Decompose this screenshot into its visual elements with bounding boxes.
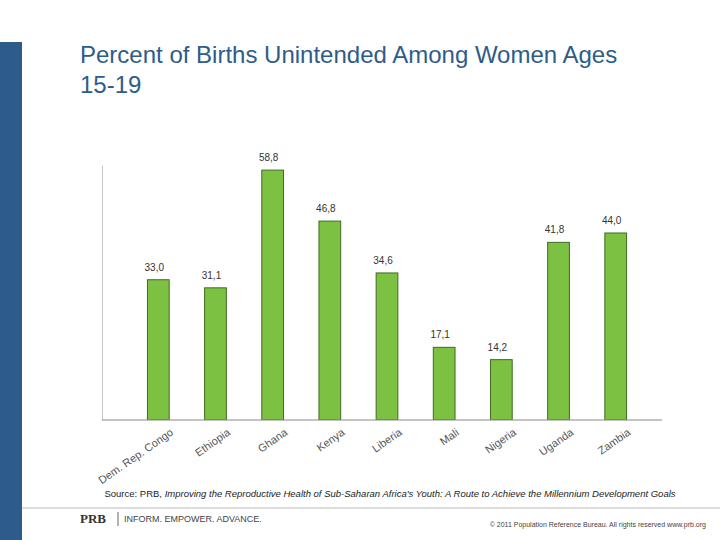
x-axis: Dem. Rep. Congo Ethiopia Ghana Kenya Liberia… bbox=[96, 420, 662, 486]
data-label: 14,2 bbox=[488, 342, 508, 353]
x-tick-label: Zambia bbox=[596, 425, 634, 456]
data-label: 44,0 bbox=[602, 215, 622, 226]
footer-logo: PRB bbox=[80, 511, 106, 526]
bar bbox=[605, 233, 627, 420]
bar bbox=[376, 273, 398, 420]
x-tick: Ghana bbox=[256, 420, 291, 455]
x-tick-label: Uganda bbox=[537, 425, 576, 457]
footer-separator bbox=[118, 512, 119, 526]
source: Source: PRB, Improving the Reproductive … bbox=[104, 488, 675, 499]
bar bbox=[147, 280, 169, 420]
x-tick-label: Mali bbox=[438, 426, 461, 447]
x-tick: Kenya bbox=[314, 420, 347, 454]
x-tick-label: Ethiopia bbox=[193, 425, 233, 458]
data-label: 46,8 bbox=[316, 203, 336, 214]
bars bbox=[147, 170, 626, 420]
x-tick: Liberia bbox=[370, 420, 405, 455]
data-label: 34,6 bbox=[373, 255, 393, 266]
data-label: 41,8 bbox=[545, 224, 565, 235]
data-labels: 33,0 31,1 58,8 46,8 34,6 17,1 14,2 41,8 44,0 bbox=[145, 152, 622, 353]
x-axis-line bbox=[102, 420, 662, 421]
x-tick: Mali bbox=[438, 420, 461, 447]
x-tick: Nigeria bbox=[483, 420, 519, 456]
x-tick: Uganda bbox=[537, 420, 576, 458]
bar bbox=[490, 360, 512, 420]
chart: Percent of Births Unintended Among Women… bbox=[0, 0, 720, 540]
bar bbox=[205, 288, 227, 420]
source-title: Improving the Reproductive Health of Sub… bbox=[165, 488, 676, 499]
x-tick: Zambia bbox=[596, 420, 634, 457]
side-strip bbox=[0, 42, 22, 540]
data-label: 31,1 bbox=[202, 270, 222, 281]
source-prefix: Source: PRB, bbox=[104, 488, 164, 499]
footer-tagline: INFORM. EMPOWER. ADVANCE. bbox=[124, 514, 262, 524]
bar bbox=[433, 347, 455, 420]
footer-rule bbox=[22, 508, 720, 509]
x-tick-label: Dem. Rep. Congo bbox=[96, 426, 175, 486]
data-label: 33,0 bbox=[145, 262, 165, 273]
title: Percent of Births Unintended Among Women… bbox=[80, 41, 617, 98]
x-tick-label: Ghana bbox=[256, 425, 291, 454]
y-axis bbox=[102, 166, 103, 421]
x-tick: Dem. Rep. Congo bbox=[96, 420, 175, 486]
bar bbox=[319, 221, 341, 420]
bar bbox=[262, 170, 284, 420]
data-label: 17,1 bbox=[430, 329, 450, 340]
bar bbox=[548, 242, 570, 420]
x-tick-label: Liberia bbox=[370, 425, 405, 454]
x-tick-label: Nigeria bbox=[483, 425, 519, 455]
data-label: 58,8 bbox=[259, 152, 279, 163]
x-tick: Ethiopia bbox=[193, 420, 233, 459]
footer-copyright: © 2011 Population Reference Bureau. All … bbox=[490, 521, 706, 529]
x-tick-label: Kenya bbox=[314, 425, 347, 453]
y-axis-line bbox=[102, 166, 103, 421]
